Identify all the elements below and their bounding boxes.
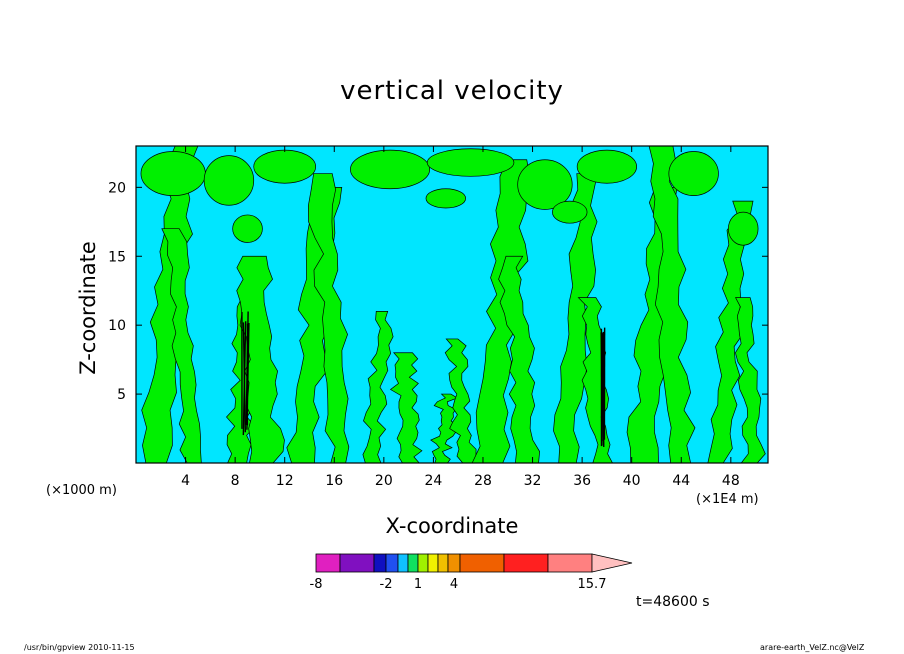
chart-title: vertical velocity <box>340 76 564 106</box>
positive-velocity-patch <box>668 151 719 196</box>
colorbar-segment <box>339 553 375 573</box>
colorbar-segment <box>547 553 593 573</box>
positive-velocity-plume <box>430 393 459 463</box>
positive-velocity-patch <box>253 149 317 184</box>
colorbar-tick-label: 1 <box>414 577 422 592</box>
updraft-core-contour <box>242 322 247 433</box>
positive-velocity-patch <box>552 200 588 224</box>
positive-velocity-patch <box>232 214 263 243</box>
positive-velocity-patch <box>576 149 637 184</box>
colorbar-segment <box>437 553 449 573</box>
positive-velocity-patch <box>203 155 255 206</box>
colorbar-tick-label: 15.7 <box>578 577 607 592</box>
positive-velocity-plume <box>734 297 766 463</box>
colorbar-segment <box>407 553 419 573</box>
updraft-core-contour <box>601 333 604 446</box>
y-tick-label: 10 <box>108 318 126 334</box>
positive-velocity-plume <box>498 255 540 463</box>
y-tick-label: 20 <box>108 180 126 196</box>
x-tick-label: 20 <box>375 473 393 489</box>
x-tick-label: 36 <box>573 473 591 489</box>
x-axis-unit-left: (×1000 m) <box>46 483 117 498</box>
positive-velocity-plume <box>648 146 696 463</box>
y-tick-label: 5 <box>117 387 126 403</box>
colorbar-segment <box>417 553 429 573</box>
colorbar-segment <box>373 553 387 573</box>
positive-velocity-plume <box>236 255 285 463</box>
positive-velocity-plume <box>161 228 202 463</box>
x-tick-label: 44 <box>672 473 690 489</box>
colorbar-segment <box>315 553 341 573</box>
colorbar-segment <box>459 553 505 573</box>
y-tick-label: 15 <box>108 249 126 265</box>
plot-frame <box>135 145 769 464</box>
x-tick-label: 40 <box>623 473 641 489</box>
positive-velocity-plume <box>389 352 423 463</box>
positive-velocity-plume <box>362 311 394 463</box>
colorbar-tick-label: -8 <box>310 577 323 592</box>
x-tick-label: 12 <box>276 473 294 489</box>
colorbar-segment <box>397 553 409 573</box>
x-axis-unit-right: (×1E4 m) <box>696 492 759 507</box>
velocity-field <box>136 146 768 463</box>
positive-velocity-plume <box>307 173 350 463</box>
colorbar: -8 -2 1 4 15.7 <box>310 553 633 592</box>
positive-velocity-plume <box>471 159 531 463</box>
positive-velocity-plume <box>444 338 478 463</box>
x-axis-label: X-coordinate <box>385 514 519 538</box>
positive-velocity-patch <box>426 148 515 177</box>
x-tick-label: 24 <box>424 473 442 489</box>
x-tick-label: 32 <box>524 473 542 489</box>
positive-velocity-patch <box>140 151 206 196</box>
colorbar-tick-label: 4 <box>450 577 458 592</box>
x-tick-label: 16 <box>325 473 343 489</box>
time-annotation: t=48600 s <box>636 594 710 610</box>
colorbar-extend-arrow <box>591 553 633 573</box>
positive-velocity-patch <box>350 149 431 190</box>
colorbar-tick-label: -2 <box>380 577 393 592</box>
colorbar-segment <box>447 553 461 573</box>
x-tick-label: 4 <box>181 473 190 489</box>
positive-velocity-patch <box>425 188 466 209</box>
colorbar-segment <box>427 553 439 573</box>
footer-file-variable: arare-earth_VelZ.nc@VelZ <box>760 643 865 652</box>
updraft-core-contour <box>245 311 249 425</box>
colorbar-segment <box>385 553 399 573</box>
positive-velocity-patch <box>727 211 759 246</box>
positive-velocity-plume <box>141 146 199 463</box>
x-tick-label: 28 <box>474 473 492 489</box>
footer-program-date: /usr/bin/gpview 2010-11-15 <box>24 643 135 652</box>
x-tick-label: 48 <box>722 473 740 489</box>
positive-velocity-plume <box>707 200 754 463</box>
x-tick-label: 8 <box>231 473 240 489</box>
positive-velocity-patch <box>517 159 573 210</box>
colorbar-segment <box>503 553 549 573</box>
